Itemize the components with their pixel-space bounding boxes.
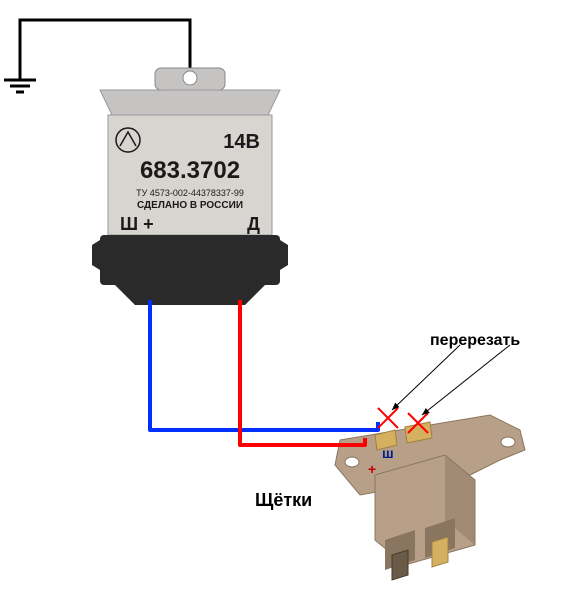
brushes-label: Щётки <box>255 490 312 511</box>
svg-text:Д: Д <box>247 214 260 234</box>
svg-text:14В: 14В <box>223 131 260 153</box>
wiring-diagram: 14В 683.3702 ТУ 4573-002-44378337-99 СДЕЛАН… <box>0 0 567 604</box>
svg-text:Ш +: Ш + <box>120 214 154 234</box>
svg-text:ш: ш <box>382 445 394 461</box>
svg-text:ТУ 4573-002-44378337-99: ТУ 4573-002-44378337-99 <box>136 188 244 198</box>
svg-text:СДЕЛАНО В РОССИИ: СДЕЛАНО В РОССИИ <box>137 200 243 211</box>
cut-label: перерезать <box>430 332 520 350</box>
svg-text:683.3702: 683.3702 <box>140 157 240 184</box>
